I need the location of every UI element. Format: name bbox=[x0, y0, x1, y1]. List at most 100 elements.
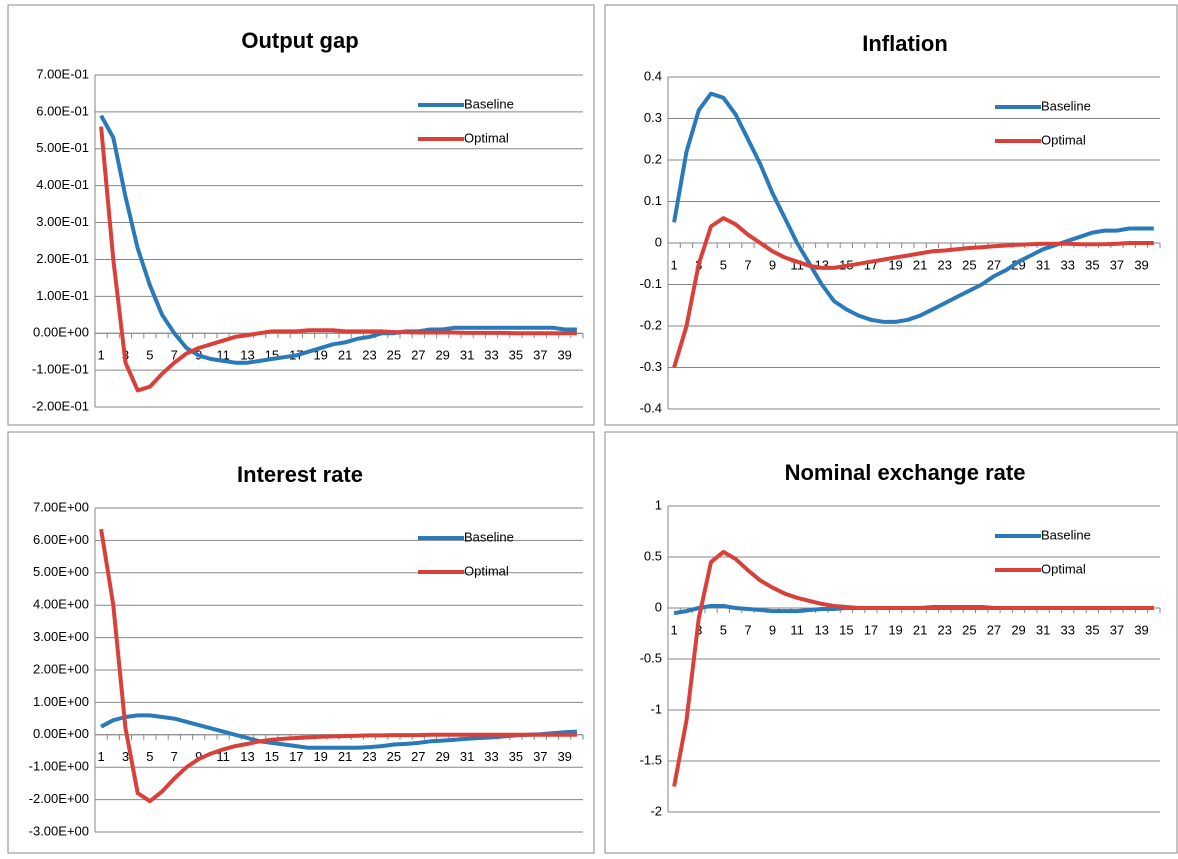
x-tick-label: 33 bbox=[484, 348, 498, 363]
x-tick-label: 13 bbox=[815, 622, 829, 637]
y-tick-label: -2.00E+00 bbox=[29, 791, 89, 806]
y-tick-label: 2.00E-01 bbox=[36, 251, 89, 266]
legend-label: Baseline bbox=[464, 529, 514, 544]
x-tick-label: 31 bbox=[1036, 257, 1050, 272]
x-tick-label: 21 bbox=[913, 257, 927, 272]
x-tick-label: 3 bbox=[122, 749, 129, 764]
x-tick-label: 37 bbox=[533, 749, 547, 764]
panel-border bbox=[7, 431, 595, 854]
y-tick-label: 0.00E+00 bbox=[33, 325, 89, 340]
x-tick-label: 25 bbox=[387, 348, 401, 363]
series-line bbox=[99, 114, 577, 365]
x-tick-label: 5 bbox=[146, 749, 153, 764]
chart-title: Nominal exchange rate bbox=[785, 460, 1026, 485]
x-tick-label: 27 bbox=[987, 622, 1001, 637]
legend-label: Optimal bbox=[464, 130, 509, 145]
x-tick-label: 37 bbox=[533, 348, 547, 363]
y-tick-label: 4.00E-01 bbox=[36, 177, 89, 192]
y-tick-label: -1.5 bbox=[640, 752, 662, 767]
y-tick-label: 0 bbox=[655, 234, 662, 249]
x-tick-label: 39 bbox=[1134, 622, 1148, 637]
x-tick-label: 33 bbox=[484, 749, 498, 764]
x-tick-label: 33 bbox=[1061, 622, 1075, 637]
x-tick-label: 31 bbox=[460, 749, 474, 764]
y-tick-label: -0.5 bbox=[640, 650, 662, 665]
y-tick-label: 6.00E-01 bbox=[36, 103, 89, 118]
x-tick-label: 1 bbox=[97, 749, 104, 764]
y-tick-label: 0.4 bbox=[644, 68, 662, 83]
x-tick-label: 23 bbox=[362, 348, 376, 363]
y-tick-label: 5.00E+00 bbox=[33, 564, 89, 579]
y-tick-label: 5.00E-01 bbox=[36, 140, 89, 155]
x-tick-label: 39 bbox=[1134, 257, 1148, 272]
legend-label: Optimal bbox=[1041, 132, 1086, 147]
x-tick-label: 25 bbox=[962, 622, 976, 637]
x-tick-label: 13 bbox=[240, 749, 254, 764]
x-tick-label: 35 bbox=[1085, 257, 1099, 272]
x-tick-label: 1 bbox=[671, 257, 678, 272]
y-tick-label: 3.00E-01 bbox=[36, 214, 89, 229]
x-tick-label: 1 bbox=[671, 622, 678, 637]
x-tick-label: 15 bbox=[839, 622, 853, 637]
y-tick-label: 0.00E+00 bbox=[33, 726, 89, 741]
y-tick-label: 7.00E+00 bbox=[33, 499, 89, 514]
x-tick-label: 35 bbox=[1085, 622, 1099, 637]
y-tick-label: 7.00E-01 bbox=[36, 66, 89, 81]
x-tick-label: 19 bbox=[313, 348, 327, 363]
legend-label: Optimal bbox=[1041, 561, 1086, 576]
y-tick-label: -1 bbox=[650, 701, 662, 716]
x-tick-label: 7 bbox=[171, 749, 178, 764]
x-tick-label: 25 bbox=[962, 257, 976, 272]
y-tick-label: -0.4 bbox=[640, 400, 662, 415]
x-tick-label: 7 bbox=[744, 257, 751, 272]
y-tick-label: 0.2 bbox=[644, 151, 662, 166]
x-tick-label: 33 bbox=[1061, 257, 1075, 272]
x-tick-label: 37 bbox=[1110, 257, 1124, 272]
x-tick-label: 17 bbox=[864, 622, 878, 637]
x-tick-label: 7 bbox=[171, 348, 178, 363]
x-tick-label: 11 bbox=[216, 749, 230, 764]
x-tick-label: 31 bbox=[1036, 622, 1050, 637]
x-tick-label: 5 bbox=[720, 257, 727, 272]
x-tick-label: 19 bbox=[888, 257, 902, 272]
x-tick-label: 21 bbox=[338, 348, 352, 363]
x-tick-label: 23 bbox=[938, 257, 952, 272]
y-tick-label: -3.00E+00 bbox=[29, 823, 89, 838]
y-tick-label: 6.00E+00 bbox=[33, 532, 89, 547]
x-tick-label: 21 bbox=[338, 749, 352, 764]
y-tick-label: 0 bbox=[655, 599, 662, 614]
y-tick-label: 4.00E+00 bbox=[33, 597, 89, 612]
chart-title: Output gap bbox=[241, 28, 358, 53]
y-tick-label: 2.00E+00 bbox=[33, 661, 89, 676]
y-tick-label: -0.2 bbox=[640, 317, 662, 332]
series-line bbox=[672, 91, 1154, 324]
x-tick-label: 27 bbox=[987, 257, 1001, 272]
x-tick-label: 27 bbox=[411, 749, 425, 764]
y-tick-label: 1.00E-01 bbox=[36, 288, 89, 303]
y-tick-label: -0.1 bbox=[640, 276, 662, 291]
legend-label: Optimal bbox=[464, 563, 509, 578]
legend-label: Baseline bbox=[1041, 527, 1091, 542]
y-tick-label: 0.5 bbox=[644, 548, 662, 563]
x-tick-label: 23 bbox=[362, 749, 376, 764]
x-tick-label: 9 bbox=[769, 622, 776, 637]
y-tick-label: -1.00E-01 bbox=[32, 362, 89, 377]
x-tick-label: 31 bbox=[460, 348, 474, 363]
x-tick-label: 13 bbox=[815, 257, 829, 272]
series-line bbox=[672, 549, 1154, 787]
y-tick-label: 3.00E+00 bbox=[33, 629, 89, 644]
y-tick-label: 1.00E+00 bbox=[33, 694, 89, 709]
y-tick-label: -0.3 bbox=[640, 359, 662, 374]
x-tick-label: 13 bbox=[240, 348, 254, 363]
series-line bbox=[100, 713, 577, 750]
x-tick-label: 21 bbox=[913, 622, 927, 637]
x-tick-label: 15 bbox=[265, 749, 279, 764]
x-tick-label: 7 bbox=[744, 622, 751, 637]
series-line bbox=[99, 126, 577, 393]
x-tick-label: 23 bbox=[938, 622, 952, 637]
x-tick-label: 27 bbox=[411, 348, 425, 363]
x-tick-label: 19 bbox=[313, 749, 327, 764]
x-tick-label: 17 bbox=[289, 749, 303, 764]
y-tick-label: -2.00E-01 bbox=[32, 398, 89, 413]
